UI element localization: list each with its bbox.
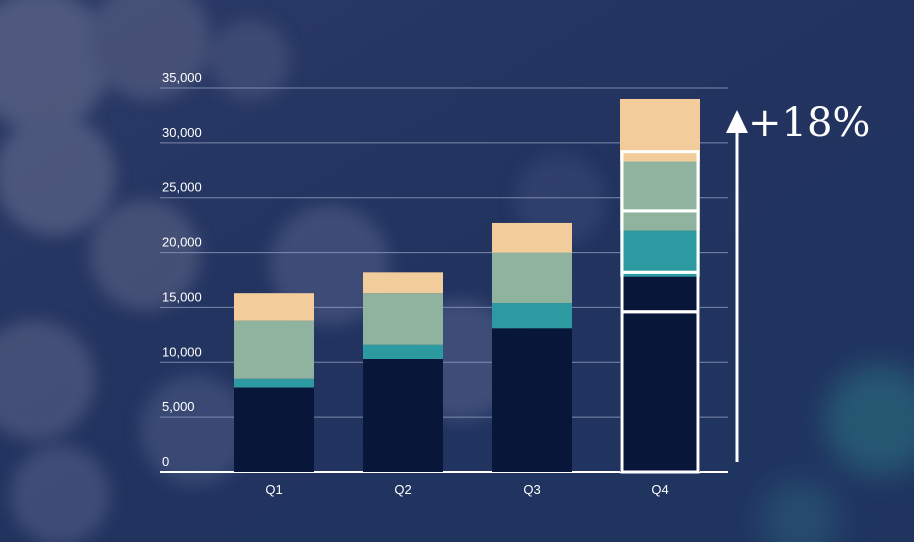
bar-segment — [492, 222, 572, 253]
y-tick-label: 20,000 — [162, 235, 202, 250]
bar-segment — [363, 358, 443, 472]
bar-segment — [234, 387, 314, 472]
highlight-outline-block — [620, 150, 700, 213]
bar-segment — [363, 272, 443, 294]
bar-segment — [363, 293, 443, 345]
bar-segment — [492, 252, 572, 304]
y-tick-label: 0 — [162, 454, 169, 469]
bar-segment — [620, 161, 700, 231]
x-tick-label: Q2 — [394, 482, 411, 497]
bar-segment — [234, 378, 314, 388]
bar-segment — [620, 276, 700, 472]
growth-label: +18% — [748, 100, 870, 146]
x-tick-labels: Q1 Q2 Q3 Q4 — [265, 482, 668, 497]
y-tick-label: 15,000 — [162, 289, 202, 304]
bar-segment — [492, 328, 572, 472]
y-tick-labels: 0 5,000 10,000 15,000 20,000 25,000 30,000 35,0… — [162, 70, 202, 469]
growth-annotation: +18% — [726, 100, 870, 462]
y-tick-label: 25,000 — [162, 180, 202, 195]
x-tick-label: Q3 — [523, 482, 540, 497]
bar-segment — [363, 344, 443, 359]
bar-stacks — [234, 98, 700, 474]
x-tick-label: Q4 — [651, 482, 668, 497]
y-tick-label: 30,000 — [162, 125, 202, 140]
x-tick-label: Q1 — [265, 482, 282, 497]
bar-segment — [234, 320, 314, 379]
bar-segment — [234, 293, 314, 321]
growth-arrow-icon — [726, 110, 748, 133]
bar-segment — [492, 303, 572, 329]
y-tick-label: 10,000 — [162, 344, 202, 359]
y-tick-label: 5,000 — [162, 399, 195, 414]
bar-segment — [620, 230, 700, 277]
y-tick-label: 35,000 — [162, 70, 202, 85]
